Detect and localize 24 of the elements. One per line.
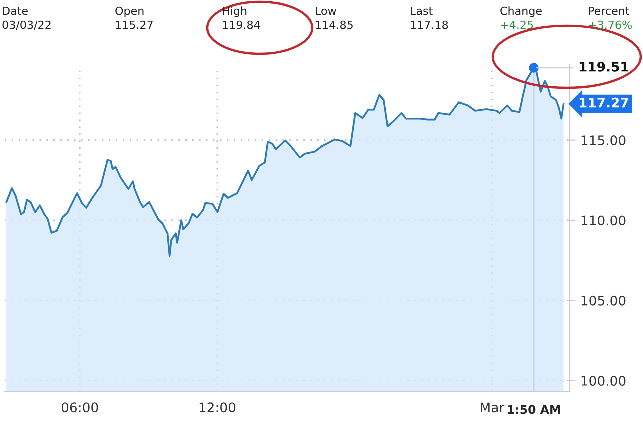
y-tick-label: 100.00 [582, 376, 626, 386]
y-tick-label: 110.00 [582, 216, 626, 226]
text: 117.18 [411, 20, 448, 30]
x-tick-label: Mar [481, 402, 505, 413]
y-tick-label: 115.00 [582, 136, 626, 146]
y-tick-label: 105.00 [582, 296, 626, 306]
text: Percent [589, 6, 630, 16]
text: +4.25 [501, 20, 534, 30]
text: Last [411, 6, 433, 16]
text: Open [116, 6, 144, 18]
annotation: 119.51 [580, 62, 628, 72]
text: 03/03/22 [2, 20, 51, 30]
text: 1:50 AM [508, 405, 560, 414]
x-tick-label: 06:00 [62, 402, 98, 413]
text: 115.27 [116, 20, 153, 30]
text: Low [316, 6, 336, 16]
text: Date [3, 6, 28, 16]
text: 119.84 [223, 20, 260, 30]
text: +3.76% [589, 20, 632, 30]
text: High [223, 6, 247, 18]
text: Change [500, 6, 542, 18]
x-tick-label: 12:00 [200, 402, 236, 413]
annotation: 117.27 [580, 98, 628, 108]
text: 114.85 [316, 20, 353, 30]
